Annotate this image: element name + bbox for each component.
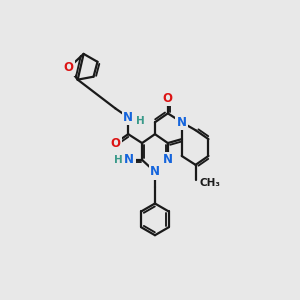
Text: N: N <box>124 153 134 167</box>
Text: H: H <box>114 155 123 165</box>
Text: N: N <box>123 111 133 124</box>
Text: O: O <box>64 61 74 74</box>
Text: CH₃: CH₃ <box>200 178 220 188</box>
Text: N: N <box>177 116 187 129</box>
Text: H: H <box>136 116 145 126</box>
Text: O: O <box>163 92 173 105</box>
Text: N: N <box>163 153 173 167</box>
Text: O: O <box>110 136 120 150</box>
Text: N: N <box>150 165 160 178</box>
